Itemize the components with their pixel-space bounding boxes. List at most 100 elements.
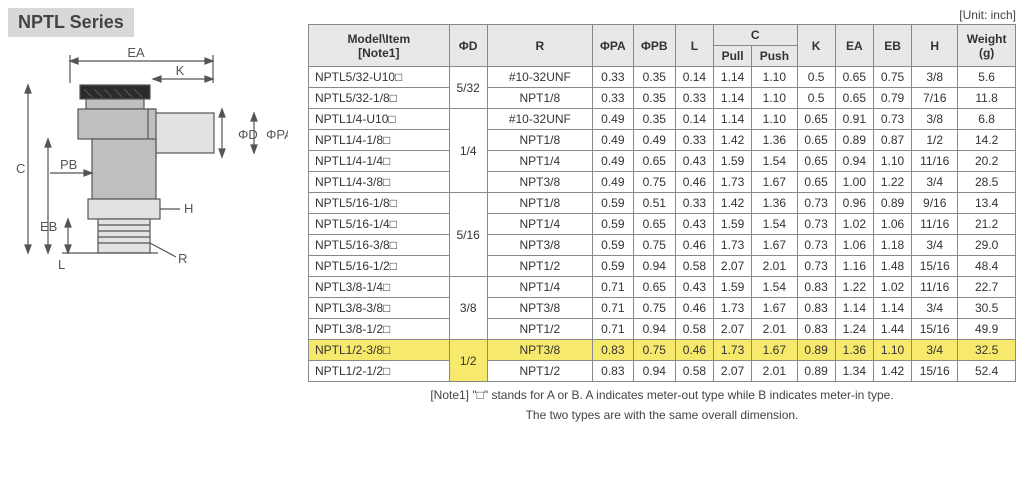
- cell-R: NPT1/4: [487, 151, 592, 172]
- cell-H: 3/4: [912, 235, 958, 256]
- cell-Cpull: 1.42: [714, 193, 752, 214]
- cell-EA: 0.91: [835, 109, 873, 130]
- cell-model: NPTL1/4-U10□: [309, 109, 450, 130]
- cell-EA: 1.34: [835, 361, 873, 382]
- cell-model: NPTL3/8-3/8□: [309, 298, 450, 319]
- cell-W: 29.0: [958, 235, 1016, 256]
- cell-H: 11/16: [912, 151, 958, 172]
- unit-label: [Unit: inch]: [308, 8, 1016, 22]
- cell-model: NPTL1/2-1/2□: [309, 361, 450, 382]
- cell-Cpull: 2.07: [714, 361, 752, 382]
- cell-Cpull: 1.59: [714, 214, 752, 235]
- cell-PA: 0.71: [592, 319, 633, 340]
- cell-K: 0.65: [797, 151, 835, 172]
- cell-PA: 0.59: [592, 214, 633, 235]
- cell-W: 30.5: [958, 298, 1016, 319]
- cell-PA: 0.83: [592, 340, 633, 361]
- cell-R: NPT1/2: [487, 319, 592, 340]
- cell-Cpush: 1.10: [752, 88, 797, 109]
- cell-W: 22.7: [958, 277, 1016, 298]
- cell-Cpush: 1.54: [752, 277, 797, 298]
- series-title: NPTL Series: [8, 8, 134, 37]
- cell-Cpull: 2.07: [714, 256, 752, 277]
- cell-Cpush: 1.54: [752, 214, 797, 235]
- cell-model: NPTL5/32-1/8□: [309, 88, 450, 109]
- cell-R: NPT1/4: [487, 277, 592, 298]
- cell-Cpush: 2.01: [752, 361, 797, 382]
- cell-Cpush: 1.36: [752, 193, 797, 214]
- cell-Cpush: 2.01: [752, 256, 797, 277]
- cell-model: NPTL1/4-3/8□: [309, 172, 450, 193]
- cell-Cpull: 1.59: [714, 277, 752, 298]
- th-phiPA: ΦPA: [592, 25, 633, 67]
- cell-Cpull: 1.73: [714, 235, 752, 256]
- cell-R: NPT1/4: [487, 214, 592, 235]
- cell-Cpush: 1.10: [752, 67, 797, 88]
- cell-H: 15/16: [912, 361, 958, 382]
- cell-H: 3/4: [912, 172, 958, 193]
- cell-Cpull: 2.07: [714, 319, 752, 340]
- cell-Cpush: 1.67: [752, 340, 797, 361]
- cell-model: NPTL3/8-1/2□: [309, 319, 450, 340]
- cell-R: #10-32UNF: [487, 109, 592, 130]
- cell-Cpull: 1.42: [714, 130, 752, 151]
- th-Weight: Weight (g): [958, 25, 1016, 67]
- th-K: K: [797, 25, 835, 67]
- cell-R: NPT1/8: [487, 130, 592, 151]
- cell-L: 0.43: [675, 277, 713, 298]
- cell-PA: 0.71: [592, 298, 633, 319]
- cell-PA: 0.71: [592, 277, 633, 298]
- cell-W: 5.6: [958, 67, 1016, 88]
- cell-K: 0.65: [797, 172, 835, 193]
- cell-model: NPTL5/16-1/4□: [309, 214, 450, 235]
- cell-R: NPT1/2: [487, 256, 592, 277]
- cell-EB: 1.42: [873, 361, 911, 382]
- cell-EA: 0.94: [835, 151, 873, 172]
- cell-L: 0.58: [675, 256, 713, 277]
- cell-H: 7/16: [912, 88, 958, 109]
- cell-H: 3/8: [912, 67, 958, 88]
- cell-EA: 1.14: [835, 298, 873, 319]
- svg-text:PB: PB: [60, 157, 77, 172]
- cell-EA: 1.36: [835, 340, 873, 361]
- svg-text:K: K: [176, 63, 185, 78]
- svg-text:H: H: [184, 201, 193, 216]
- cell-PB: 0.75: [633, 340, 675, 361]
- th-model: Model\Item [Note1]: [309, 25, 450, 67]
- cell-K: 0.89: [797, 361, 835, 382]
- cell-EB: 1.02: [873, 277, 911, 298]
- cell-EA: 0.96: [835, 193, 873, 214]
- cell-L: 0.58: [675, 319, 713, 340]
- cell-Cpush: 1.67: [752, 235, 797, 256]
- cell-phiD: 3/8: [449, 277, 487, 340]
- th-H: H: [912, 25, 958, 67]
- cell-K: 0.65: [797, 109, 835, 130]
- cell-PA: 0.49: [592, 172, 633, 193]
- cell-H: 3/4: [912, 298, 958, 319]
- cell-EA: 1.22: [835, 277, 873, 298]
- cell-PB: 0.51: [633, 193, 675, 214]
- cell-H: 11/16: [912, 214, 958, 235]
- cell-H: 1/2: [912, 130, 958, 151]
- cell-R: NPT3/8: [487, 172, 592, 193]
- cell-PB: 0.75: [633, 172, 675, 193]
- cell-R: NPT3/8: [487, 298, 592, 319]
- cell-L: 0.46: [675, 172, 713, 193]
- cell-EA: 1.16: [835, 256, 873, 277]
- cell-R: NPT3/8: [487, 340, 592, 361]
- cell-PB: 0.35: [633, 109, 675, 130]
- cell-K: 0.73: [797, 193, 835, 214]
- cell-PB: 0.65: [633, 214, 675, 235]
- cell-K: 0.73: [797, 214, 835, 235]
- cell-L: 0.43: [675, 151, 713, 172]
- cell-L: 0.46: [675, 298, 713, 319]
- cell-model: NPTL1/4-1/8□: [309, 130, 450, 151]
- th-Cpush: Push: [752, 46, 797, 67]
- cell-EB: 1.22: [873, 172, 911, 193]
- cell-PA: 0.49: [592, 130, 633, 151]
- cell-PB: 0.65: [633, 277, 675, 298]
- cell-W: 48.4: [958, 256, 1016, 277]
- cell-K: 0.89: [797, 340, 835, 361]
- cell-Cpush: 1.54: [752, 151, 797, 172]
- cell-L: 0.43: [675, 214, 713, 235]
